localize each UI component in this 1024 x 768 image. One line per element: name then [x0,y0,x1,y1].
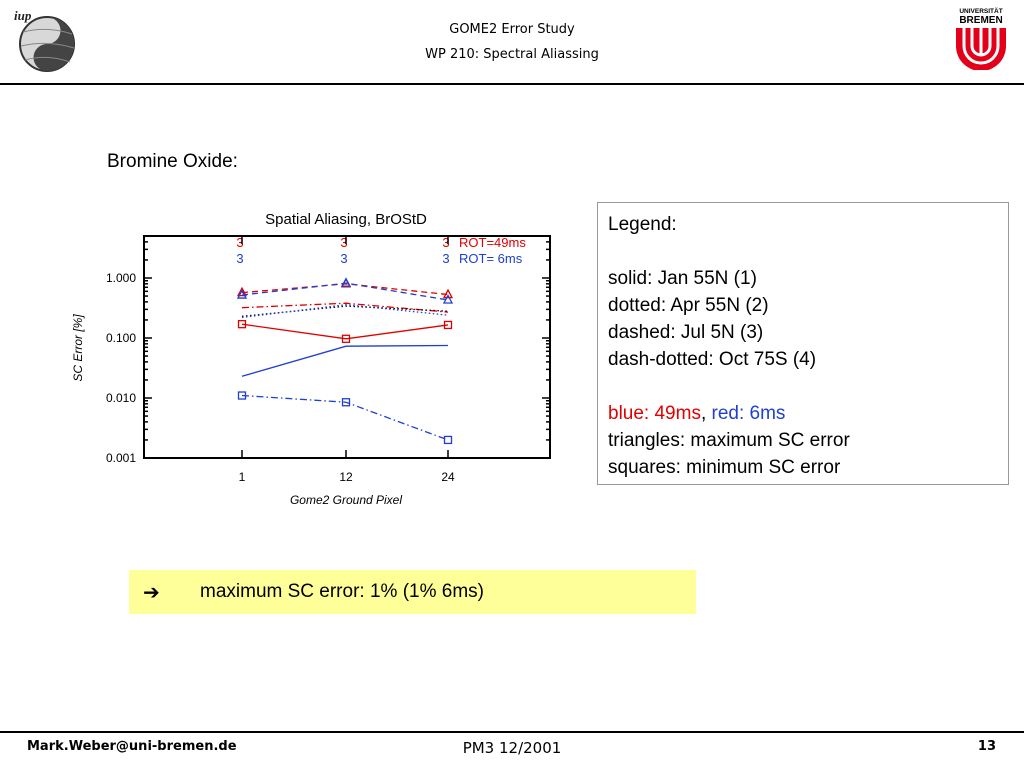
triangle-marker [442,288,454,299]
rot-value: 3 [236,235,243,250]
footer-email: Mark.Weber@uni-bremen.de [27,739,237,754]
note-box: ➔ maximum SC error: 1% (1% 6ms) [129,570,696,614]
rot-label: ROT=49ms [459,235,526,250]
note-text: maximum SC error: 1% (1% 6ms) [200,581,484,602]
legend-box: Legend: solid: Jan 55N (1) dotted: Apr 5… [597,202,1009,485]
legend-line-solid: solid: Jan 55N (1) [608,268,757,289]
series-line-blue-dotted [241,303,449,319]
y-tick-label: 1.000 [106,271,136,285]
series-layer [236,277,454,445]
y-tick-label: 0.010 [106,391,136,405]
square-marker [341,398,351,407]
square-marker [237,391,247,400]
legend-triangles: triangles: maximum SC error [608,430,850,451]
header-title: GOME2 Error Study [449,22,575,37]
footer-rule [0,731,1024,733]
legend-color-key: blue: 49ms, red: 6ms [608,400,1008,427]
triangle-marker [236,286,248,297]
series-line-blue-solid [241,344,449,377]
legend-blue-label: blue: 49ms [608,403,701,424]
rot-value: 3 [340,235,347,250]
square-marker [341,334,351,343]
series-line-red-dashdot [241,302,449,313]
x-axis-label: Gome2 Ground Pixel [290,493,402,507]
series-line-red-solid [241,323,449,340]
series-line-blue-dashed [241,282,449,301]
rot-label: ROT= 6ms [459,251,523,266]
square-marker [443,320,453,330]
header-subtitle: WP 210: Spectral Aliassing [425,47,599,62]
series-line-black-dotted [241,305,449,317]
legend-red-label: red: 6ms [711,403,786,424]
legend-squares: squares: minimum SC error [608,457,841,478]
triangle-marker [442,294,454,304]
series-line-blue-dashdot [241,394,449,441]
chart-title: Spatial Aliasing, BrOStD [265,211,427,228]
square-marker [443,435,453,445]
x-tick-label: 24 [441,470,455,484]
square-marker [237,320,247,329]
bremen-logo-text-2: BREMEN [959,15,1002,26]
y-axis: 0.001 0.010 0.100 1.000 [106,235,550,465]
bremen-logo-text-1: UNIVERSITÄT [959,7,1002,15]
iup-logo-text: iup [14,8,32,23]
triangle-marker [340,277,352,287]
x-tick-label: 1 [239,470,246,484]
y-tick-label: 0.001 [106,451,136,465]
rot-value: 3 [442,251,449,266]
page-number: 13 [977,739,996,754]
iup-logo: iup [14,8,75,72]
legend-line-dashed: dashed: Jul 5N (3) [608,322,764,343]
section-heading: Bromine Oxide: [107,151,238,172]
header-rule [0,83,1024,85]
rot-value: 3 [340,251,347,266]
series-line-red-dashed [241,283,449,296]
y-axis-label: SC Error [%] [71,314,85,382]
legend-title: Legend: [608,214,677,235]
arrow-right-icon: ➔ [143,580,160,604]
footer-date: PM3 12/2001 [462,739,562,757]
legend-separator: , [700,403,707,424]
x-tick-label: 12 [339,470,353,484]
legend-line-dashdotted: dash-dotted: Oct 75S (4) [608,349,817,370]
y-tick-label: 0.100 [106,331,136,345]
legend-line-dotted: dotted: Apr 55N (2) [608,295,769,316]
bremen-logo: UNIVERSITÄT BREMEN [956,7,1006,70]
rot-value: 3 [442,235,449,250]
plot-frame [143,235,551,459]
x-axis: 1 12 24 [239,236,455,484]
triangle-marker [236,289,248,299]
rot-value: 3 [236,251,243,266]
